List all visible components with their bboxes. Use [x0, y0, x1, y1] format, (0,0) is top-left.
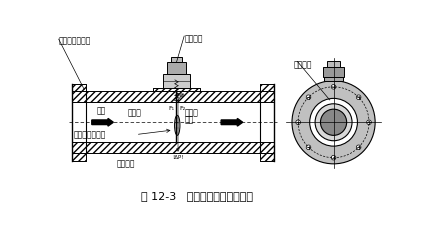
Circle shape — [367, 120, 371, 125]
Text: 智能表头: 智能表头 — [184, 34, 203, 43]
Bar — [327, 61, 340, 67]
Bar — [261, 153, 274, 161]
Bar — [154, 88, 200, 92]
Bar — [72, 142, 274, 153]
Text: F₁: F₁ — [169, 106, 175, 111]
Text: 靶面: 靶面 — [184, 115, 194, 124]
Bar — [72, 92, 274, 102]
Bar — [261, 153, 274, 161]
Text: 图 12-3   靶式流量计结构示意图: 图 12-3 靶式流量计结构示意图 — [141, 191, 253, 201]
Circle shape — [292, 81, 375, 164]
Bar — [167, 62, 186, 74]
Circle shape — [306, 95, 311, 100]
Text: 位移角: 位移角 — [184, 109, 198, 118]
Text: 密封形变金属片: 密封形变金属片 — [58, 37, 91, 46]
Text: θ: θ — [180, 93, 184, 98]
Circle shape — [310, 98, 357, 146]
Bar — [72, 84, 86, 92]
Bar — [72, 153, 86, 161]
Text: 流向: 流向 — [96, 106, 106, 115]
Text: 靶周黏滞摩擦力: 靶周黏滞摩擦力 — [74, 130, 107, 139]
Bar — [72, 92, 274, 102]
Circle shape — [331, 155, 336, 160]
Circle shape — [356, 95, 361, 100]
Bar — [154, 88, 200, 92]
Text: 仪表壳体: 仪表壳体 — [117, 159, 135, 168]
Text: F₂: F₂ — [180, 106, 186, 111]
Bar — [261, 84, 274, 92]
Text: 环形空间: 环形空间 — [294, 60, 312, 69]
Bar — [72, 142, 274, 153]
Bar — [171, 57, 182, 62]
Circle shape — [320, 109, 347, 135]
FancyArrow shape — [221, 118, 243, 126]
Bar — [163, 74, 190, 88]
Circle shape — [331, 84, 336, 89]
Bar — [72, 84, 86, 92]
Ellipse shape — [175, 115, 180, 135]
Bar — [261, 84, 274, 92]
Circle shape — [356, 145, 361, 150]
Circle shape — [296, 120, 301, 125]
Circle shape — [315, 104, 352, 141]
Bar — [72, 153, 86, 161]
FancyArrow shape — [92, 118, 114, 126]
Bar — [324, 77, 343, 81]
Text: 连接杆: 连接杆 — [128, 108, 142, 117]
Bar — [323, 67, 344, 77]
Circle shape — [306, 145, 311, 150]
Text: !ΔP!: !ΔP! — [172, 155, 184, 160]
